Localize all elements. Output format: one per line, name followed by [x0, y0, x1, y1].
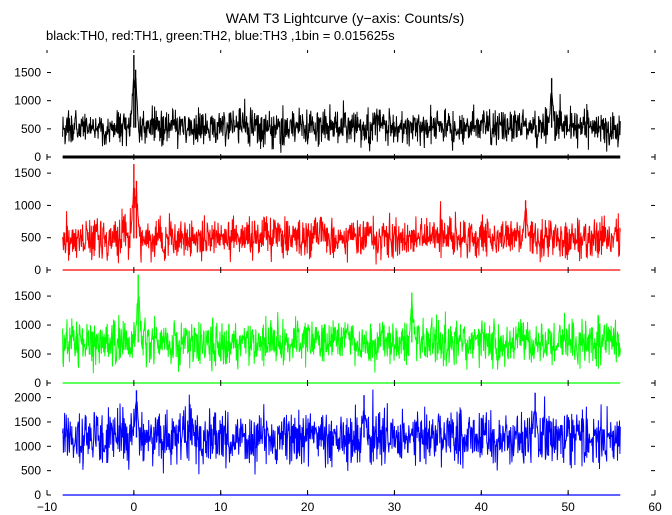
panels-group: 0 500 1000 1500 0 500 1000 1500 0 500 1000 1500 0 500…	[14, 50, 656, 502]
y-tick-label: 0	[34, 376, 41, 390]
y-tick-label: 0	[34, 150, 41, 164]
x-tick-label: 60	[648, 500, 662, 514]
y-tick-label: 500	[21, 464, 41, 478]
y-tick-label: 1000	[14, 318, 41, 332]
y-tick-label: 1500	[14, 166, 41, 180]
series-th1-line	[62, 186, 621, 265]
y-tick-label: 1500	[14, 289, 41, 303]
series-th2-line	[62, 296, 621, 374]
y-tick-label: 500	[21, 347, 41, 361]
x-tick-label: 0	[131, 500, 138, 514]
y-tick-label: 0	[34, 488, 41, 502]
chart-subtitle: black:TH0, red:TH1, green:TH2, blue:TH3 …	[46, 28, 395, 43]
x-tick-label: 40	[475, 500, 489, 514]
y-tick-label: 1500	[14, 66, 41, 80]
chart-title: WAM T3 Lightcurve (y−axis: Counts/s)	[226, 10, 464, 26]
series-th3-line	[62, 389, 621, 475]
y-tick-label: 500	[21, 122, 41, 136]
panel-th2: 0 500 1000 1500	[14, 270, 656, 390]
panel-th0: 0 500 1000 1500	[14, 50, 656, 164]
y-tick-label: 500	[21, 231, 41, 245]
y-tick-label: 1000	[14, 439, 41, 453]
x-tick-label: 50	[561, 500, 575, 514]
y-tick-label: 2000	[14, 391, 41, 405]
panel-th3: 0 500 1000 1500 2000	[14, 383, 656, 502]
y-tick-label: 1000	[14, 94, 41, 108]
panel-th1: 0 500 1000 1500	[14, 157, 656, 277]
x-axis: −10 0 10 20 30 40 50 60	[37, 490, 662, 514]
y-tick-label: 0	[34, 263, 41, 277]
x-tick-label: 10	[214, 500, 228, 514]
x-tick-label: 30	[388, 500, 402, 514]
y-tick-label: 1000	[14, 198, 41, 212]
y-tick-label: 1500	[14, 415, 41, 429]
series-th0-line	[62, 77, 621, 153]
x-tick-label: 20	[301, 500, 315, 514]
x-tick-label: −10	[37, 500, 58, 514]
